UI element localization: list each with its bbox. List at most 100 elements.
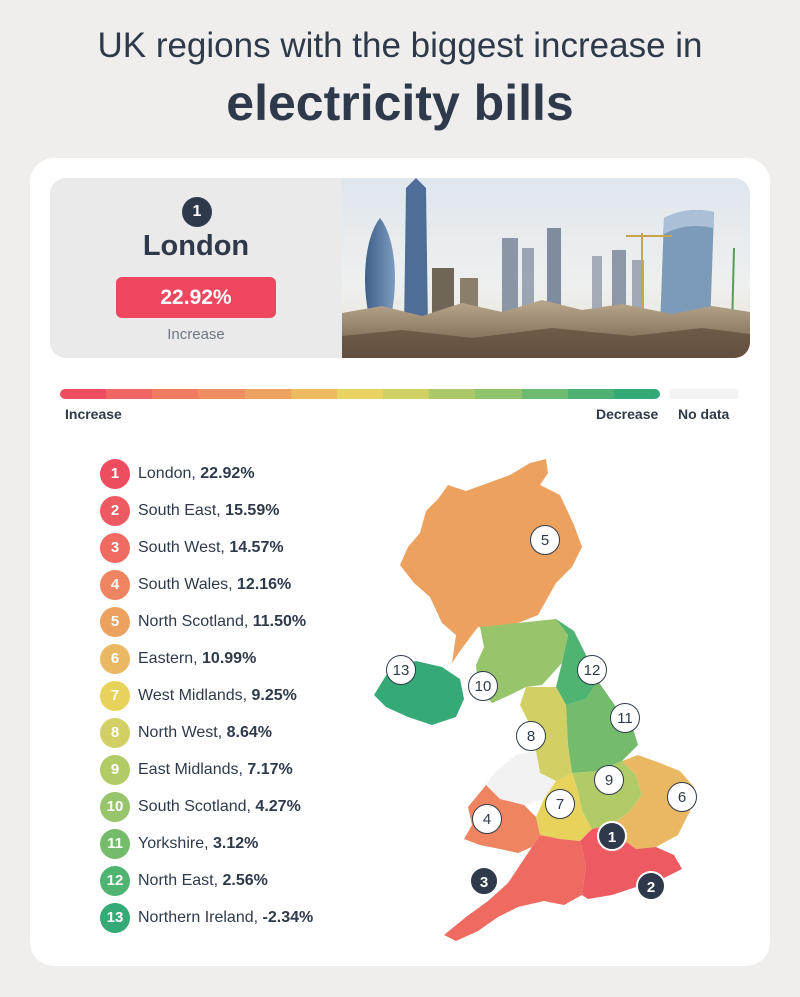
map-region-marker: 8	[516, 721, 546, 751]
legend-item: 8 North West, 8.64%	[100, 718, 380, 748]
map-region-marker: 6	[667, 782, 697, 812]
color-scale-segment	[475, 389, 523, 399]
map-region-marker: 3	[469, 866, 499, 896]
color-scale-segment	[106, 389, 153, 399]
legend-region-name: Eastern,	[138, 650, 203, 667]
region-south-west	[444, 835, 586, 941]
legend-label: Eastern, 10.99%	[138, 650, 256, 668]
map-region-marker: 5	[530, 525, 560, 555]
map-region-marker: 12	[577, 655, 607, 685]
legend-label: South Scotland, 4.27%	[138, 798, 301, 816]
legend-region-name: South West,	[138, 539, 230, 556]
legend-label: East Midlands, 7.17%	[138, 761, 293, 779]
legend-region-value: 4.27%	[255, 798, 301, 815]
legend-region-value: -2.34%	[262, 909, 314, 926]
legend-region-value: 9.25%	[251, 687, 297, 704]
legend-region-name: South East,	[138, 502, 226, 519]
legend-region-value: 11.50%	[252, 613, 307, 630]
legend-item: 5 North Scotland, 11.50%	[100, 607, 380, 637]
legend-region-value: 2.56%	[222, 872, 268, 889]
legend-region-name: South Wales,	[138, 576, 238, 593]
legend-label: London, 22.92%	[138, 465, 255, 483]
legend-rank-badge: 4	[100, 570, 130, 600]
legend-item: 9 East Midlands, 7.17%	[100, 755, 380, 785]
map-region-marker: 7	[545, 789, 575, 819]
legend-region-name: North East,	[138, 872, 223, 889]
legend-item: 1 London, 22.92%	[100, 459, 380, 489]
legend-label: South West, 14.57%	[138, 539, 284, 557]
region-north-scotland	[400, 459, 582, 663]
map-region-marker: 11	[610, 703, 640, 733]
legend-rank-badge: 2	[100, 496, 130, 526]
legend-rank-badge: 13	[100, 903, 130, 933]
legend-region-name: East Midlands,	[138, 761, 248, 778]
legend-item: 7 West Midlands, 9.25%	[100, 681, 380, 711]
legend-label: Northern Ireland, -2.34%	[138, 909, 313, 927]
scale-no-data-label: No data	[678, 406, 730, 422]
region-north-west	[520, 687, 572, 781]
legend-rank-badge: 5	[100, 607, 130, 637]
color-scale-segment	[198, 389, 246, 399]
legend-region-name: South Scotland,	[138, 798, 256, 815]
legend-region-value: 22.92%	[200, 465, 255, 482]
legend-label: North East, 2.56%	[138, 872, 268, 890]
map-region-marker: 4	[472, 804, 502, 834]
featured-rank-badge: 1	[182, 197, 212, 227]
map-region-marker: 1	[597, 821, 627, 851]
london-skyline-image	[342, 178, 750, 358]
legend-label: Yorkshire, 3.12%	[138, 835, 258, 853]
color-scale-segment	[567, 389, 615, 399]
color-scale-segment	[383, 389, 430, 399]
map-region-marker: 13	[386, 655, 416, 685]
map-region-marker: 2	[636, 871, 666, 901]
map-region-marker: 9	[594, 765, 624, 795]
legend-region-value: 3.12%	[213, 835, 259, 852]
legend-rank-badge: 6	[100, 644, 130, 674]
region-east-midlands	[572, 761, 642, 829]
legend-item: 12 North East, 2.56%	[100, 866, 380, 896]
color-scale-segment	[290, 389, 338, 399]
legend-item: 10 South Scotland, 4.27%	[100, 792, 380, 822]
region-eastern	[612, 755, 694, 849]
color-scale-segment	[60, 389, 107, 399]
legend-region-name: Northern Ireland,	[138, 909, 263, 926]
featured-region-name: London	[142, 230, 250, 262]
legend-label: West Midlands, 9.25%	[138, 687, 297, 705]
legend-item: 3 South West, 14.57%	[100, 533, 380, 563]
region-yorkshire	[566, 681, 638, 773]
color-scale-segment	[429, 389, 476, 399]
legend-region-name: West Midlands,	[138, 687, 252, 704]
region-south-scotland	[476, 619, 568, 703]
scale-decrease-label: Decrease	[596, 406, 659, 422]
legend-rank-badge: 8	[100, 718, 130, 748]
legend-rank-badge: 11	[100, 829, 130, 859]
legend-item: 4 South Wales, 12.16%	[100, 570, 380, 600]
scale-increase-label: Increase	[65, 406, 122, 422]
legend-item: 11 Yorkshire, 3.12%	[100, 829, 380, 859]
legend-rank-badge: 1	[100, 459, 130, 489]
legend-rank-badge: 3	[100, 533, 130, 563]
legend-rank-badge: 10	[100, 792, 130, 822]
featured-region-value: 22.92%	[116, 277, 276, 318]
color-scale-segment	[152, 389, 199, 399]
page-title-line2: electricity bills	[226, 75, 574, 131]
legend-rank-badge: 9	[100, 755, 130, 785]
legend-region-name: London,	[138, 465, 201, 482]
legend-item: 2 South East, 15.59%	[100, 496, 380, 526]
legend-label: North West, 8.64%	[138, 724, 272, 742]
legend-region-name: North West,	[138, 724, 227, 741]
legend-rank-badge: 7	[100, 681, 130, 711]
uk-region-map: 1 2 3 4 5 6 7 8 9 10 11 12 13	[360, 455, 710, 950]
region-no-data	[486, 751, 556, 805]
map-region-marker: 10	[468, 671, 498, 701]
no-data-swatch	[670, 389, 738, 399]
legend-region-value: 8.64%	[226, 724, 272, 741]
legend-label: South East, 15.59%	[138, 502, 279, 520]
legend-rank-badge: 12	[100, 866, 130, 896]
color-scale-segment	[244, 389, 292, 399]
page-title-line1: UK regions with the biggest increase in	[97, 26, 703, 65]
color-scale-segment	[613, 389, 661, 399]
legend-label: North Scotland, 11.50%	[138, 613, 306, 631]
legend-region-value: 10.99%	[202, 650, 257, 667]
legend-item: 13 Northern Ireland, -2.34%	[100, 903, 380, 933]
